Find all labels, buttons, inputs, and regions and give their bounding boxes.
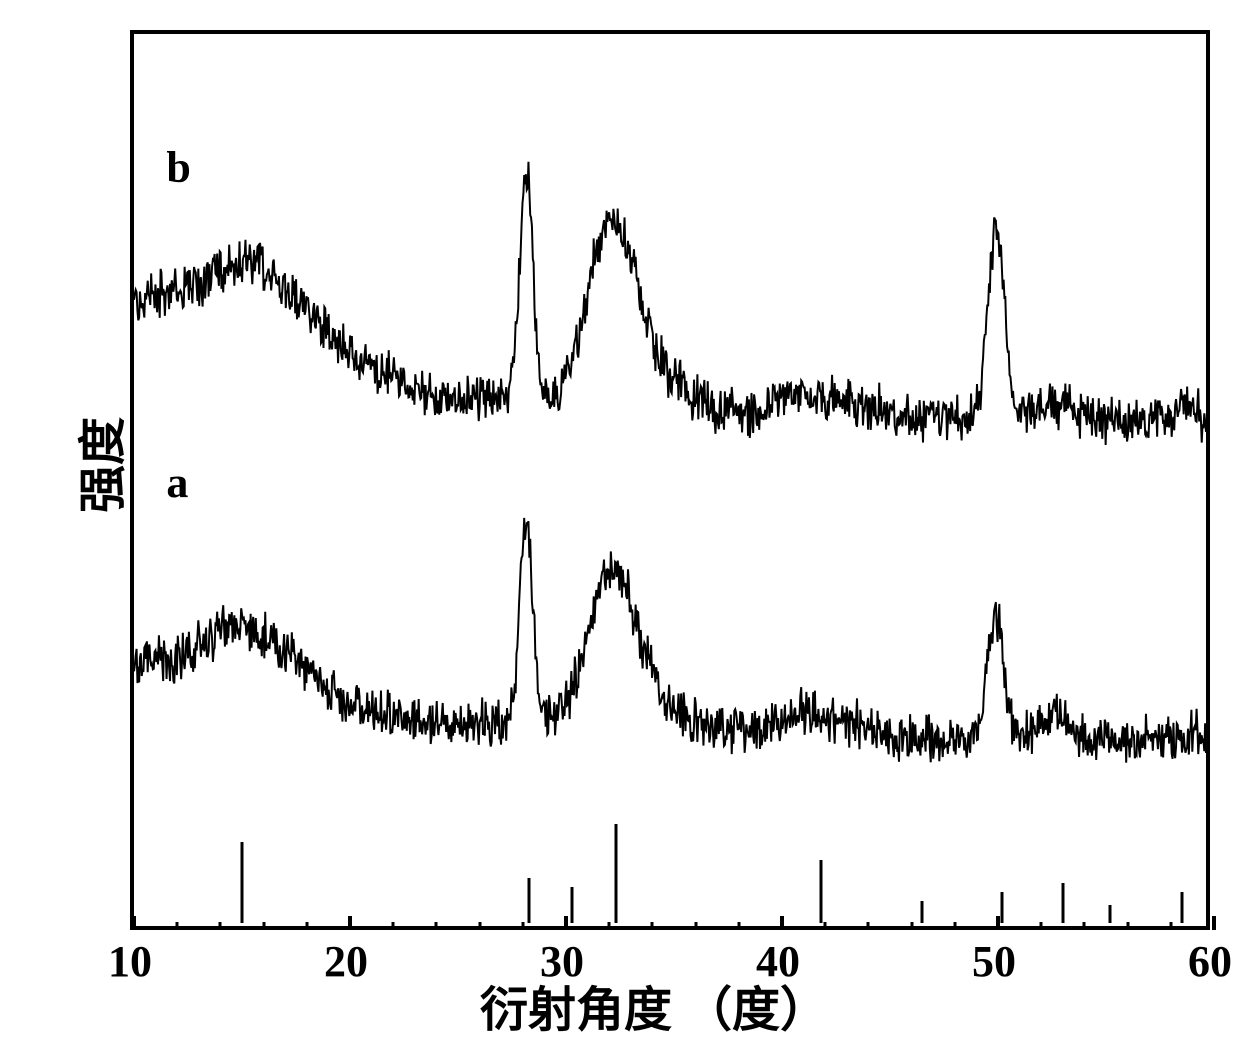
reference-peak: [1001, 892, 1004, 924]
x-tick-minor: [219, 922, 222, 930]
x-tick-major: [996, 916, 1000, 930]
reference-peak: [241, 842, 244, 923]
x-tick-minor: [1040, 922, 1043, 930]
x-tick-major: [780, 916, 784, 930]
series-label-a: a: [166, 457, 188, 508]
x-tick-label: 60: [1188, 936, 1232, 987]
x-tick-major: [348, 916, 352, 930]
series-label-b: b: [166, 142, 190, 193]
x-tick-major: [564, 916, 568, 930]
x-tick-major: [1212, 916, 1216, 930]
x-tick-minor: [521, 922, 524, 930]
x-tick-minor: [176, 922, 179, 930]
x-tick-minor: [392, 922, 395, 930]
x-tick-label: 50: [972, 936, 1016, 987]
plot-area: a b: [130, 30, 1210, 930]
x-tick-major: [132, 916, 136, 930]
reference-peak: [1180, 892, 1183, 924]
x-tick-minor: [867, 922, 870, 930]
x-tick-minor: [305, 922, 308, 930]
x-tick-minor: [910, 922, 913, 930]
x-tick-minor: [824, 922, 827, 930]
x-tick-minor: [478, 922, 481, 930]
reference-peak: [571, 887, 574, 923]
reference-peak: [819, 860, 822, 923]
reference-peak: [614, 824, 617, 923]
x-tick-label: 40: [756, 936, 800, 987]
x-tick-label: 10: [108, 936, 152, 987]
chart-container: a b 102030405060: [130, 30, 1210, 930]
x-tick-minor: [737, 922, 740, 930]
reference-peak: [921, 901, 924, 924]
x-tick-minor: [1126, 922, 1129, 930]
reference-peak: [1109, 905, 1112, 923]
x-tick-minor: [1169, 922, 1172, 930]
y-axis-label: 强度: [63, 417, 133, 513]
reference-peak: [528, 878, 531, 923]
x-tick-minor: [608, 922, 611, 930]
reference-peak: [1061, 883, 1064, 924]
x-tick-minor: [651, 922, 654, 930]
x-tick-minor: [262, 922, 265, 930]
x-tick-minor: [1083, 922, 1086, 930]
x-tick-label: 20: [324, 936, 368, 987]
x-tick-minor: [694, 922, 697, 930]
x-tick-minor: [953, 922, 956, 930]
x-tick-label: 30: [540, 936, 584, 987]
trace-a: [134, 34, 1206, 926]
x-tick-minor: [435, 922, 438, 930]
